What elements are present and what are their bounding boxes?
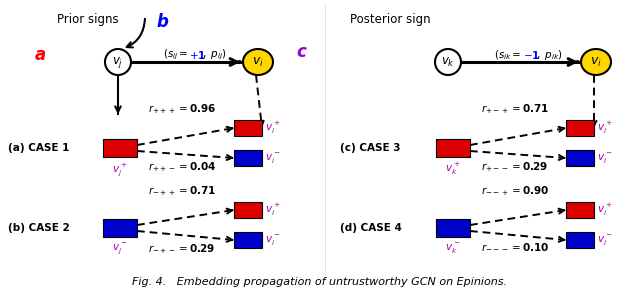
Text: $v_i^-$: $v_i^-$ <box>265 233 280 247</box>
Text: Fig. 4.   Embedding propagation of untrustworthy GCN on Epinions.: Fig. 4. Embedding propagation of untrust… <box>132 277 508 287</box>
Text: (c) CASE 3: (c) CASE 3 <box>340 143 401 153</box>
Bar <box>234 202 262 218</box>
Text: (d) CASE 4: (d) CASE 4 <box>340 223 402 233</box>
Bar <box>234 232 262 248</box>
Text: $\boldsymbol{a}$: $\boldsymbol{a}$ <box>34 46 46 64</box>
Text: $r_{-++} = \mathbf{0.71}$: $r_{-++} = \mathbf{0.71}$ <box>148 184 216 198</box>
Text: $r_{---} = \mathbf{0.10}$: $r_{---} = \mathbf{0.10}$ <box>481 242 549 252</box>
Text: $v_i^-$: $v_i^-$ <box>597 233 612 247</box>
Text: $v_j^+$: $v_j^+$ <box>112 161 128 178</box>
Text: $v_i^+$: $v_i^+$ <box>265 202 280 218</box>
Text: $,\ p_{ik})$: $,\ p_{ik})$ <box>536 48 563 62</box>
Bar <box>566 232 594 248</box>
Text: $v_i^+$: $v_i^+$ <box>597 202 612 218</box>
Circle shape <box>105 49 131 75</box>
Bar <box>436 139 470 157</box>
Text: $r_{+--} = \mathbf{0.29}$: $r_{+--} = \mathbf{0.29}$ <box>481 160 548 174</box>
Text: $r_{--+} = \mathbf{0.90}$: $r_{--+} = \mathbf{0.90}$ <box>481 184 549 198</box>
Bar <box>436 219 470 237</box>
Text: $v_i$: $v_i$ <box>590 55 602 69</box>
Text: $r_{+++} = \mathbf{0.96}$: $r_{+++} = \mathbf{0.96}$ <box>148 102 216 116</box>
Text: $r_{++-} = \mathbf{0.04}$: $r_{++-} = \mathbf{0.04}$ <box>148 160 216 174</box>
Text: $v_i^-$: $v_i^-$ <box>597 151 612 165</box>
Text: (a) CASE 1: (a) CASE 1 <box>8 143 69 153</box>
Bar <box>234 120 262 136</box>
Bar <box>566 150 594 166</box>
Text: $v_i^-$: $v_i^-$ <box>265 151 280 165</box>
Text: $v_k^-$: $v_k^-$ <box>445 241 461 255</box>
Text: $\boldsymbol{c}$: $\boldsymbol{c}$ <box>296 43 308 61</box>
Text: $+\mathbf{1}$: $+\mathbf{1}$ <box>189 49 206 61</box>
Ellipse shape <box>581 49 611 75</box>
Text: Prior signs: Prior signs <box>57 13 119 26</box>
Text: $-\mathbf{1}$: $-\mathbf{1}$ <box>523 49 540 61</box>
Text: $v_i$: $v_i$ <box>252 55 264 69</box>
Bar <box>103 139 137 157</box>
Text: $\boldsymbol{b}$: $\boldsymbol{b}$ <box>156 13 170 31</box>
Text: $r_{-+-} = \mathbf{0.29}$: $r_{-+-} = \mathbf{0.29}$ <box>148 242 216 256</box>
Bar <box>103 219 137 237</box>
Text: $,\ p_{ij})$: $,\ p_{ij})$ <box>202 48 227 62</box>
Ellipse shape <box>243 49 273 75</box>
Text: $v_j$: $v_j$ <box>113 54 124 70</box>
Text: $v_i^+$: $v_i^+$ <box>265 120 280 136</box>
Bar <box>566 120 594 136</box>
FancyArrowPatch shape <box>127 19 145 47</box>
Text: $v_i^+$: $v_i^+$ <box>597 120 612 136</box>
Text: $(s_{ik} = $: $(s_{ik} = $ <box>495 48 522 62</box>
Text: $(s_{ij} = $: $(s_{ij} = $ <box>163 48 188 62</box>
Bar <box>566 202 594 218</box>
Text: (b) CASE 2: (b) CASE 2 <box>8 223 70 233</box>
Text: $v_j^-$: $v_j^-$ <box>113 241 127 256</box>
Circle shape <box>435 49 461 75</box>
Text: $v_k^+$: $v_k^+$ <box>445 161 461 177</box>
Bar <box>234 150 262 166</box>
Text: Posterior sign: Posterior sign <box>349 13 430 26</box>
Text: $r_{+-+} = \mathbf{0.71}$: $r_{+-+} = \mathbf{0.71}$ <box>481 102 549 116</box>
Text: $v_k$: $v_k$ <box>441 55 455 69</box>
